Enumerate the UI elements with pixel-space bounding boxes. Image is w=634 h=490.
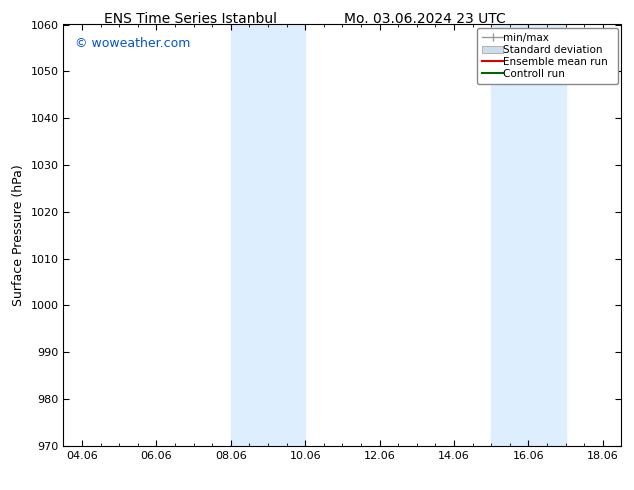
Y-axis label: Surface Pressure (hPa): Surface Pressure (hPa): [12, 164, 25, 306]
Bar: [231, 24, 305, 446]
Text: ENS Time Series Istanbul: ENS Time Series Istanbul: [104, 12, 276, 26]
Bar: [491, 24, 566, 446]
Text: Mo. 03.06.2024 23 UTC: Mo. 03.06.2024 23 UTC: [344, 12, 506, 26]
Legend: min/max, Standard deviation, Ensemble mean run, Controll run: min/max, Standard deviation, Ensemble me…: [477, 27, 618, 84]
Text: © woweather.com: © woweather.com: [75, 37, 190, 50]
